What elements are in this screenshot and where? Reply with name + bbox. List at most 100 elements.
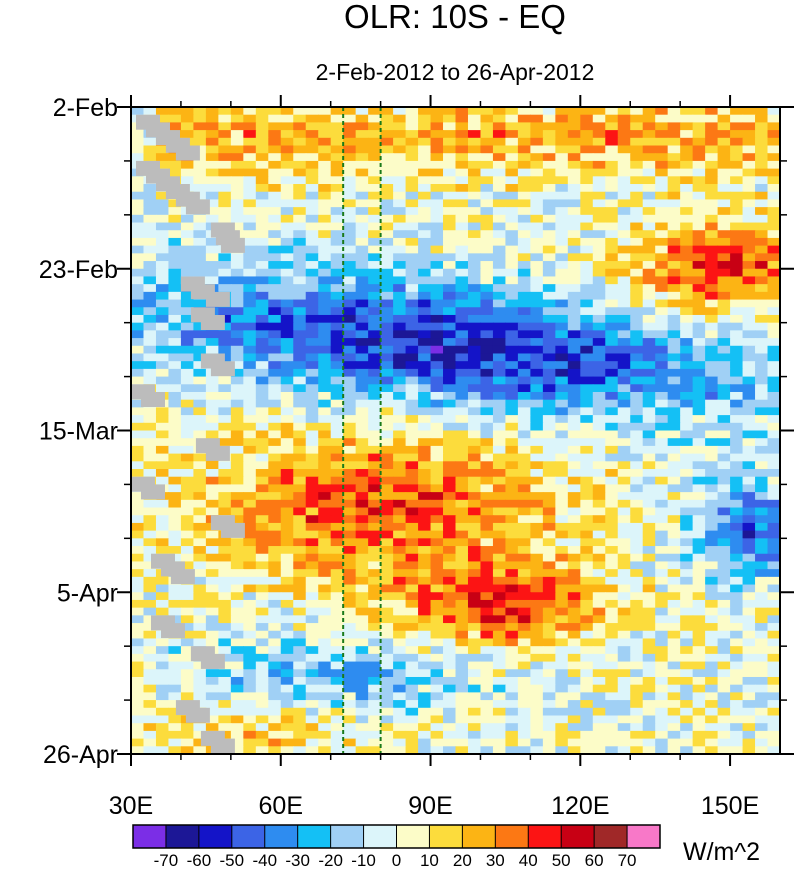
heatmap-cell xyxy=(480,638,494,647)
heatmap-cell xyxy=(680,199,694,208)
heatmap-cell xyxy=(742,661,756,670)
heatmap-cell xyxy=(218,391,232,401)
heatmap-cell xyxy=(268,291,282,301)
heatmap-cell xyxy=(255,407,269,416)
heatmap-cell xyxy=(418,338,432,347)
heatmap-cell xyxy=(605,399,619,408)
heatmap-cell xyxy=(467,700,482,709)
heatmap-cell xyxy=(742,546,756,555)
heatmap-cell xyxy=(330,422,344,432)
heatmap-cell xyxy=(443,145,457,154)
heatmap-cell xyxy=(243,461,257,470)
heatmap-cell xyxy=(642,669,656,678)
heatmap-cell xyxy=(368,700,382,709)
heatmap-cell xyxy=(730,707,744,717)
heatmap-cell xyxy=(655,484,669,493)
heatmap-cell xyxy=(343,199,357,208)
heatmap-cell xyxy=(243,546,257,555)
heatmap-cell xyxy=(343,669,357,678)
heatmap-cell xyxy=(505,615,519,624)
heatmap-cell xyxy=(218,692,232,701)
heatmap-cell xyxy=(742,368,756,378)
heatmap-cell xyxy=(542,499,556,509)
heatmap-cell xyxy=(717,407,731,416)
heatmap-cell xyxy=(655,730,669,740)
heatmap-cell xyxy=(418,576,432,586)
heatmap-cell xyxy=(193,399,207,408)
heatmap-cell xyxy=(705,723,719,732)
heatmap-cell xyxy=(605,538,619,547)
heatmap-cell xyxy=(293,569,307,578)
heatmap-cell xyxy=(205,237,219,247)
heatmap-cell xyxy=(230,730,244,740)
heatmap-cell xyxy=(155,245,170,254)
heatmap-cell xyxy=(218,314,232,324)
heatmap-cell xyxy=(555,299,569,308)
heatmap-cell xyxy=(542,553,556,563)
heatmap-cell xyxy=(505,700,519,709)
heatmap-cell xyxy=(393,430,407,439)
heatmap-cell xyxy=(430,338,444,347)
heatmap-cell xyxy=(180,584,194,593)
heatmap-cell xyxy=(443,607,457,616)
heatmap-cell xyxy=(380,530,394,539)
heatmap-cell xyxy=(705,345,719,355)
heatmap-cell xyxy=(542,399,556,408)
chart-subtitle: 2-Feb-2012 to 26-Apr-2012 xyxy=(316,59,595,85)
heatmap-cell xyxy=(318,538,332,547)
heatmap-cell xyxy=(730,284,744,293)
heatmap-cell xyxy=(418,415,432,424)
heatmap-cell xyxy=(131,569,145,578)
heatmap-cell xyxy=(180,746,194,754)
heatmap-cell xyxy=(605,268,619,278)
heatmap-cell xyxy=(443,584,457,593)
heatmap-cell xyxy=(492,145,507,154)
heatmap-cell xyxy=(692,361,706,370)
heatmap-cell xyxy=(355,191,369,201)
heatmap-cell xyxy=(717,646,731,655)
heatmap-cell xyxy=(380,707,394,717)
colorbar-swatch xyxy=(165,825,200,848)
heatmap-cell xyxy=(405,122,419,131)
heatmap-cell xyxy=(418,268,432,278)
heatmap-cell xyxy=(330,207,344,216)
heatmap-cell xyxy=(630,438,644,447)
x-axis: 30E 60E 90E 120E 150E xyxy=(109,95,759,820)
heatmap-cell xyxy=(755,145,769,154)
heatmap-cell xyxy=(280,191,294,201)
heatmap-cell xyxy=(131,707,145,717)
heatmap-cell xyxy=(255,738,269,747)
heatmap-cell xyxy=(492,207,507,216)
heatmap-cell xyxy=(605,492,619,501)
heatmap-cell xyxy=(193,322,207,331)
heatmap-cell xyxy=(180,391,194,401)
heatmap-cell xyxy=(680,538,694,547)
heatmap-cell xyxy=(505,492,519,501)
heatmap-cell xyxy=(155,222,170,231)
heatmap-cell xyxy=(680,307,694,316)
heatmap-cell xyxy=(205,345,219,355)
heatmap-cell xyxy=(355,407,369,416)
heatmap-cell xyxy=(517,322,531,331)
heatmap-cell xyxy=(230,561,244,570)
heatmap-cell xyxy=(617,207,631,216)
heatmap-cell xyxy=(455,253,469,262)
heatmap-cell xyxy=(255,638,269,647)
heatmap-cell xyxy=(730,114,744,123)
heatmap-cell xyxy=(767,530,780,539)
heatmap-cell xyxy=(755,361,769,370)
heatmap-cell xyxy=(405,237,419,247)
heatmap-cell xyxy=(305,114,319,123)
heatmap-cell xyxy=(680,461,694,470)
heatmap-cell xyxy=(755,422,769,432)
heatmap-cell xyxy=(542,160,556,170)
heatmap-cell xyxy=(567,184,581,193)
heatmap-cell xyxy=(193,137,207,147)
heatmap-cell xyxy=(742,707,756,717)
heatmap-cell xyxy=(418,638,432,647)
heatmap-cell xyxy=(680,268,694,278)
heatmap-cell xyxy=(455,653,469,663)
heatmap-cell xyxy=(692,399,706,408)
heatmap-cell xyxy=(393,168,407,177)
